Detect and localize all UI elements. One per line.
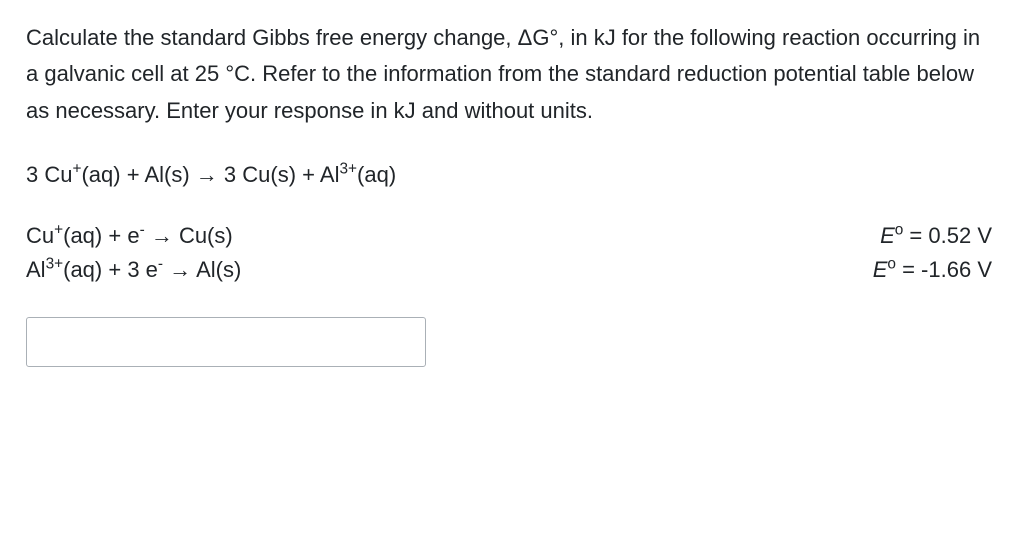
al-solid: Al(s) <box>144 162 189 187</box>
e-sup: o <box>887 256 896 273</box>
al-ion: Al <box>320 162 340 187</box>
half-reaction-left: Al3+(aq) + 3 e- → Al(s) <box>26 253 241 287</box>
hr-plus: + e <box>102 223 139 248</box>
cu-solid-prod: 3 Cu(s) <box>224 162 296 187</box>
half-reaction-left: Cu+(aq) + e- → Cu(s) <box>26 219 233 253</box>
hr-state: (aq) <box>63 223 102 248</box>
e-symbol: E <box>880 223 895 248</box>
hr-charge: 3+ <box>46 256 64 273</box>
e-symbol: E <box>873 257 888 282</box>
hr-arrow: → <box>145 223 179 248</box>
hr-species: Al <box>26 257 46 282</box>
al-state: (aq) <box>357 162 396 187</box>
arrow: → <box>190 162 224 187</box>
hr-arrow: → <box>163 257 196 282</box>
hr-product: Al(s) <box>196 257 241 282</box>
hr-species: Cu <box>26 223 54 248</box>
question-text-content: Calculate the standard Gibbs free energy… <box>26 25 980 123</box>
hr-charge: + <box>54 222 63 239</box>
overall-reaction: 3 Cu+(aq) + Al(s) → 3 Cu(s) + Al3+(aq) <box>26 157 992 193</box>
hr-plus: + 3 e <box>102 257 158 282</box>
standard-potential: Eo = 0.52 V <box>880 219 992 253</box>
hr-state: (aq) <box>63 257 102 282</box>
half-reactions-block: Cu+(aq) + e- → Cu(s) Eo = 0.52 V Al3+(aq… <box>26 219 992 287</box>
reactant-cu-coef: 3 Cu <box>26 162 72 187</box>
al-charge-sup: 3+ <box>339 161 357 178</box>
cu-state: (aq) <box>81 162 120 187</box>
hr-product: Cu(s) <box>179 223 233 248</box>
half-reaction-row: Al3+(aq) + 3 e- → Al(s) Eo = -1.66 V <box>26 253 992 287</box>
answer-input[interactable] <box>26 317 426 367</box>
plus-1: + <box>121 162 145 187</box>
plus-2: + <box>296 162 320 187</box>
half-reaction-row: Cu+(aq) + e- → Cu(s) Eo = 0.52 V <box>26 219 992 253</box>
e-value: = 0.52 V <box>903 223 992 248</box>
e-value: = -1.66 V <box>896 257 992 282</box>
standard-potential: Eo = -1.66 V <box>873 253 992 287</box>
question-text: Calculate the standard Gibbs free energy… <box>26 20 992 129</box>
